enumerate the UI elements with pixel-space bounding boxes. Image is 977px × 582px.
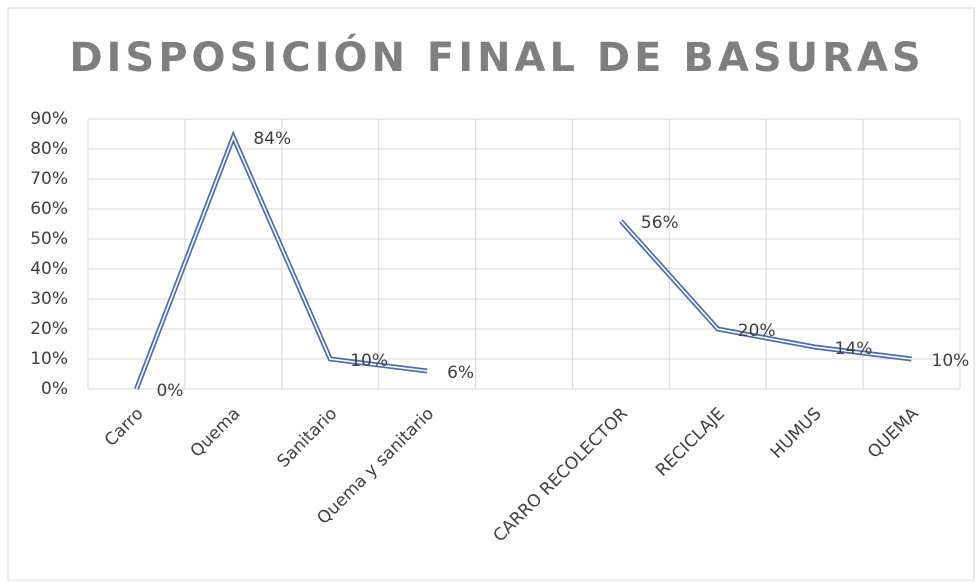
y-tick-label: 80%: [30, 139, 68, 159]
data-label: 56%: [641, 213, 679, 233]
data-label: 20%: [738, 321, 776, 341]
y-tick-label: 0%: [41, 379, 68, 399]
series-line-inner: [135, 134, 912, 390]
data-label: 84%: [253, 129, 291, 149]
y-tick-label: 30%: [30, 289, 68, 309]
y-tick-label: 50%: [30, 229, 68, 249]
y-tick-label: 20%: [30, 319, 68, 339]
data-label: 14%: [835, 339, 873, 359]
y-tick-label: 70%: [30, 169, 68, 189]
data-label: 0%: [156, 381, 183, 401]
chart-border: [7, 7, 975, 581]
y-tick-label: 60%: [30, 199, 68, 219]
y-tick-label: 10%: [30, 349, 68, 369]
data-label: 10%: [350, 351, 388, 371]
data-label: 10%: [932, 351, 970, 371]
chart-title: DISPOSICIÓN FINAL DE BASURAS: [69, 33, 924, 81]
data-label: 6%: [447, 363, 474, 383]
y-tick-label: 90%: [30, 109, 68, 129]
y-tick-label: 40%: [30, 259, 68, 279]
